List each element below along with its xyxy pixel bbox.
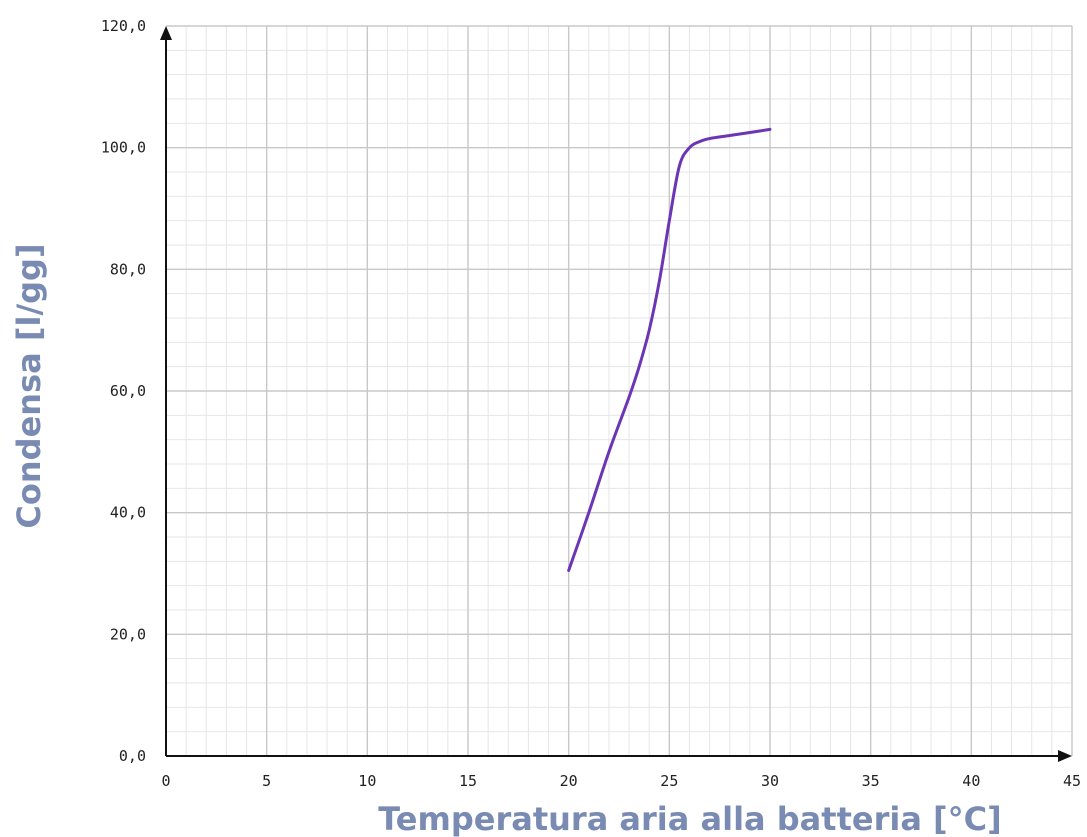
y-tick-label: 100,0 xyxy=(101,139,146,157)
x-tick-label: 45 xyxy=(1063,772,1081,790)
x-tick-label: 25 xyxy=(660,772,678,790)
x-axis-arrow xyxy=(1058,750,1072,762)
x-axis-title: Temperatura aria alla batteria [°C] xyxy=(378,800,1002,837)
x-tick-labels: 0 5 10 15 20 25 30 35 40 45 xyxy=(161,772,1081,790)
x-tick-label: 40 xyxy=(962,772,980,790)
y-tick-label: 60,0 xyxy=(110,382,146,400)
y-tick-label: 0,0 xyxy=(119,747,146,765)
y-tick-label: 40,0 xyxy=(110,504,146,522)
x-tick-label: 0 xyxy=(161,772,170,790)
y-tick-label: 20,0 xyxy=(110,625,146,643)
y-axis-arrow xyxy=(160,26,172,40)
y-tick-label: 80,0 xyxy=(110,260,146,278)
y-tick-label: 120,0 xyxy=(101,17,146,35)
x-tick-label: 30 xyxy=(761,772,779,790)
major-grid xyxy=(166,26,1072,756)
y-tick-labels: 0,0 20,0 40,0 60,0 80,0 100,0 120,0 xyxy=(101,17,146,765)
x-tick-label: 10 xyxy=(358,772,376,790)
y-axis-title: Condensa [l/gg] xyxy=(10,243,48,528)
x-tick-label: 35 xyxy=(862,772,880,790)
x-tick-label: 15 xyxy=(459,772,477,790)
x-tick-label: 5 xyxy=(262,772,271,790)
x-tick-label: 20 xyxy=(560,772,578,790)
axes xyxy=(160,26,1072,762)
